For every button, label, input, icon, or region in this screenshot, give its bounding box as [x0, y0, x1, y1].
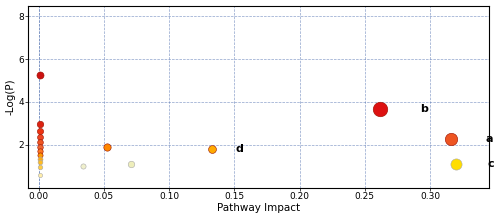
Point [36, 149, 44, 153]
X-axis label: Pathway Impact: Pathway Impact [217, 203, 300, 214]
Point [36, 129, 44, 132]
Y-axis label: -Log(P): -Log(P) [6, 78, 16, 115]
Point [79, 164, 87, 167]
Point [36, 157, 44, 160]
Point [36, 135, 44, 138]
Point [447, 137, 455, 140]
Point [36, 123, 44, 126]
Point [36, 161, 44, 164]
Point [36, 140, 44, 144]
Point [452, 163, 460, 166]
Point [208, 147, 216, 151]
Text: a: a [486, 134, 493, 144]
Point [36, 173, 44, 177]
Point [102, 145, 110, 149]
Point [376, 108, 384, 111]
Point [36, 165, 44, 169]
Point [36, 73, 44, 77]
Text: d: d [236, 144, 244, 154]
Point [36, 145, 44, 149]
Point [128, 162, 136, 165]
Text: b: b [420, 104, 428, 114]
Text: c: c [488, 159, 494, 169]
Point [36, 153, 44, 157]
